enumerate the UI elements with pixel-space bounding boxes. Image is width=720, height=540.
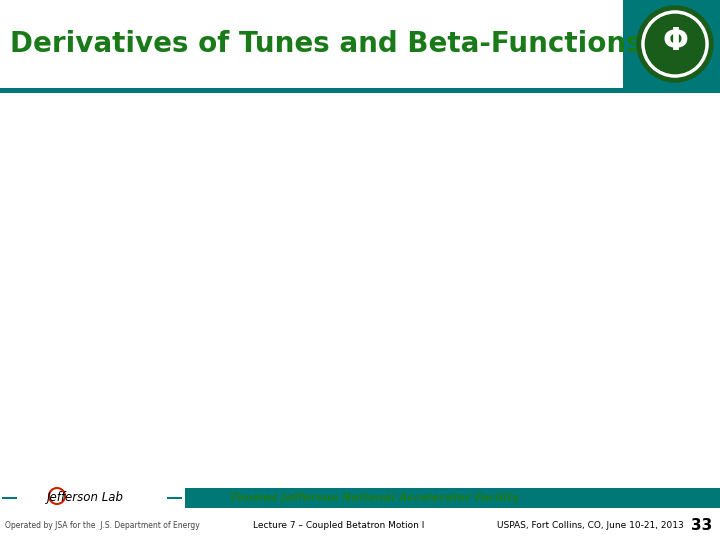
Circle shape: [637, 6, 713, 82]
Circle shape: [642, 11, 708, 77]
Text: Φ: Φ: [662, 28, 688, 57]
Bar: [0, 0, 720, 88]
Text: USPAS, Fort Collins, CO, June 10-21, 2013: USPAS, Fort Collins, CO, June 10-21, 201…: [497, 522, 683, 530]
Text: Jefferson Lab: Jefferson Lab: [47, 491, 124, 504]
Bar: [2, 497, 17, 499]
Text: Thomas Jefferson National Accelerator Facility: Thomas Jefferson National Accelerator Fa…: [229, 493, 520, 503]
Text: 33: 33: [690, 518, 712, 534]
Bar: [0, 462, 720, 540]
Bar: [710, 497, 718, 499]
Text: Operated by JSA for the  J.S. Department of Energy: Operated by JSA for the J.S. Department …: [5, 522, 199, 530]
Bar: [0, 488, 720, 508]
Bar: [0, 488, 185, 508]
Text: Derivatives of Tunes and Beta-Functions: Derivatives of Tunes and Beta-Functions: [10, 30, 643, 58]
Text: Lecture 7 – Coupled Betatron Motion I: Lecture 7 – Coupled Betatron Motion I: [253, 522, 424, 530]
Bar: [167, 497, 182, 499]
Bar: [187, 497, 195, 499]
Bar: [0, 0, 623, 88]
Bar: [0, 88, 720, 93]
Circle shape: [645, 15, 705, 73]
